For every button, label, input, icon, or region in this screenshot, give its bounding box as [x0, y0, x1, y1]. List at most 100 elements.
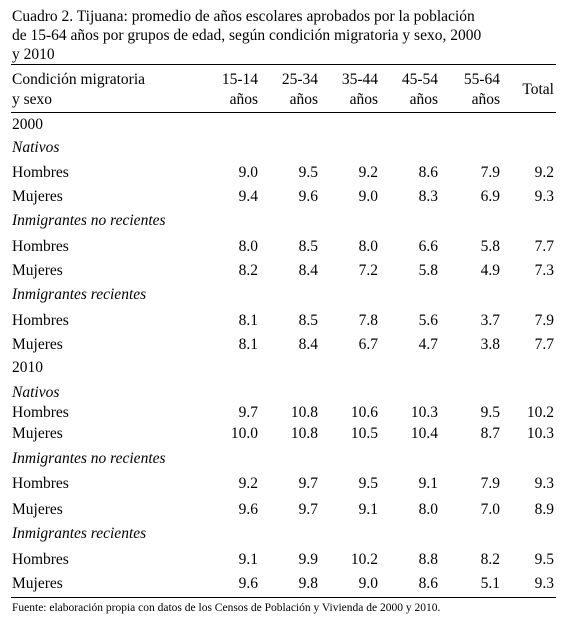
table-row: Hombres 8.0 8.5 8.0 6.6 5.8 7.7 — [0, 237, 563, 257]
caption-line-2: de 15-64 años por grupos de edad, según … — [12, 27, 482, 44]
table-cell: 9.5 — [534, 551, 554, 568]
table-cell: 9.2 — [238, 475, 258, 492]
table-cell: 8.1 — [238, 336, 258, 353]
table-cell: 9.5 — [480, 404, 500, 421]
table-source-note: Fuente: elaboración propia con datos de … — [12, 602, 441, 614]
table-cell: 9.6 — [298, 188, 318, 205]
table-cell: 7.2 — [358, 262, 378, 279]
table-cell: 9.0 — [358, 575, 378, 592]
table-cell: 9.5 — [358, 475, 378, 492]
table-row: Mujeres 8.1 8.4 6.7 4.7 3.8 7.7 — [0, 335, 563, 355]
table-header-rule — [11, 112, 556, 113]
table-top-rule — [11, 64, 556, 65]
table-cell: 9.3 — [534, 188, 554, 205]
header-stub-line-2: y sexo — [12, 91, 53, 108]
header-col-label: 15-14 — [221, 71, 258, 88]
year-row: 2000 — [0, 115, 563, 135]
header-col-unit: años — [349, 91, 378, 108]
table-cell: 8.3 — [418, 188, 438, 205]
header-col-unit: años — [471, 91, 500, 108]
header-col-label: 45-54 — [401, 71, 438, 88]
row-label: Inmigrantes recientes — [12, 286, 147, 303]
table-row: Hombres 9.2 9.7 9.5 9.1 7.9 9.3 — [0, 474, 563, 494]
table-cell: 7.8 — [358, 312, 378, 329]
table-cell: 5.8 — [480, 238, 500, 255]
table-cell: 9.7 — [298, 475, 318, 492]
table-caption: Cuadro 2. Tijuana: promedio de años esco… — [12, 7, 552, 64]
table-cell: 9.1 — [238, 551, 258, 568]
table-cell: 7.3 — [534, 262, 554, 279]
header-stub: Condición migratoria y sexo — [12, 70, 145, 110]
header-col-total: Total — [522, 81, 554, 98]
table-cell: 9.5 — [298, 164, 318, 181]
header-col-55-64: 55-64 años — [440, 70, 500, 110]
header-col-unit: años — [409, 91, 438, 108]
row-label: Mujeres — [12, 501, 63, 518]
table-cell: 7.0 — [480, 501, 500, 518]
header-col-15-14: 15-14 años — [198, 70, 258, 110]
table-cell: 8.0 — [358, 238, 378, 255]
table-cell: 9.3 — [534, 475, 554, 492]
table-cell: 8.4 — [298, 336, 318, 353]
row-label: Hombres — [12, 238, 69, 255]
table-cell: 6.7 — [358, 336, 378, 353]
table-cell: 9.9 — [298, 551, 318, 568]
table-cell: 4.7 — [418, 336, 438, 353]
header-col-45-54: 45-54 años — [378, 70, 438, 110]
table-row: Mujeres 9.6 9.7 9.1 8.0 7.0 8.9 — [0, 500, 563, 520]
table-cell: 7.9 — [480, 475, 500, 492]
table-cell: 10.8 — [290, 404, 318, 421]
table-cell: 6.9 — [480, 188, 500, 205]
table-cell: 8.2 — [238, 262, 258, 279]
row-label: Mujeres — [12, 425, 63, 442]
table-cell: 8.5 — [298, 312, 318, 329]
table-cell: 5.8 — [418, 262, 438, 279]
year-row: 2010 — [0, 358, 563, 378]
table-cell: 9.0 — [358, 188, 378, 205]
table-cell: 3.8 — [480, 336, 500, 353]
table-cell: 5.6 — [418, 312, 438, 329]
table-cell: 3.7 — [480, 312, 500, 329]
row-label: Mujeres — [12, 188, 63, 205]
caption-line-1: Cuadro 2. Tijuana: promedio de años esco… — [12, 8, 475, 25]
header-col-unit: años — [289, 91, 318, 108]
table-cell: 8.0 — [238, 238, 258, 255]
table-cell: 8.6 — [418, 164, 438, 181]
header-stub-line-1: Condición migratoria — [12, 71, 146, 88]
row-label: 2000 — [12, 116, 43, 133]
table-bottom-rule — [11, 597, 556, 598]
group-row: Inmigrantes no recientes — [0, 211, 563, 231]
table-cell: 8.1 — [238, 312, 258, 329]
table-cell: 5.1 — [480, 575, 500, 592]
table-cell: 8.5 — [298, 238, 318, 255]
table-cell: 9.1 — [358, 501, 378, 518]
row-label: Inmigrantes recientes — [12, 525, 147, 542]
table-cell: 10.6 — [350, 404, 378, 421]
row-label: Mujeres — [12, 262, 63, 279]
table-cell: 8.0 — [418, 501, 438, 518]
table-cell: 8.8 — [418, 551, 438, 568]
group-row: Inmigrantes recientes — [0, 524, 563, 544]
table-cell: 8.7 — [480, 425, 500, 442]
table-cell: 10.2 — [350, 551, 378, 568]
table-cell: 10.5 — [350, 425, 378, 442]
group-row: Nativos — [0, 138, 563, 158]
group-row: Inmigrantes recientes — [0, 285, 563, 305]
table-cell: 9.0 — [238, 164, 258, 181]
header-col-label: 35-44 — [341, 71, 378, 88]
header-col-label: 55-64 — [463, 71, 500, 88]
row-label: Nativos — [12, 139, 60, 156]
table-row: Mujeres 10.0 10.8 10.5 10.4 8.7 10.3 — [0, 424, 563, 444]
table-cell: 9.8 — [298, 575, 318, 592]
table-row: Mujeres 9.4 9.6 9.0 8.3 6.9 9.3 — [0, 187, 563, 207]
table-cell: 9.1 — [418, 475, 438, 492]
group-row: Inmigrantes no recientes — [0, 449, 563, 469]
caption-line-3: y 2010 — [12, 46, 55, 63]
table-row: Mujeres 9.6 9.8 9.0 8.6 5.1 9.3 — [0, 574, 563, 594]
table-cell: 10.3 — [410, 404, 438, 421]
table-cell: 7.9 — [534, 312, 554, 329]
table-cell: 9.7 — [298, 501, 318, 518]
row-label: Inmigrantes no recientes — [12, 212, 166, 229]
row-label: Nativos — [12, 384, 60, 401]
row-label: Hombres — [12, 404, 69, 421]
